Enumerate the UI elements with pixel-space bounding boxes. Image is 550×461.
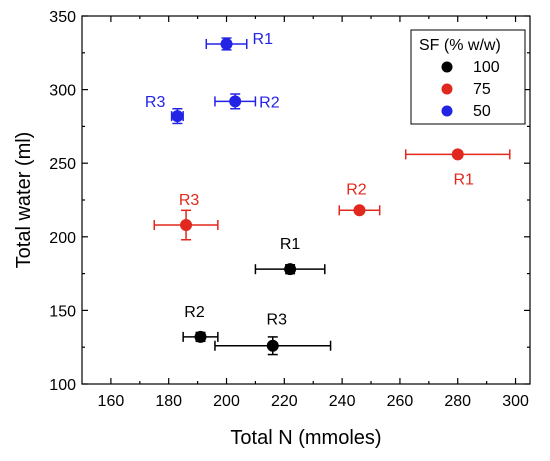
y-axis-title: Total water (ml) — [13, 132, 35, 269]
point-label: R1 — [280, 236, 301, 253]
legend-layer: SF (% w/w) 100 75 50 — [410, 29, 526, 125]
legend-box — [410, 29, 526, 125]
point-label: R3 — [267, 312, 288, 329]
data-point — [180, 219, 193, 232]
x-tick-label: 180 — [155, 393, 182, 410]
legend-label: 100 — [473, 59, 500, 76]
series-50: R1 R2 R3 — [145, 31, 280, 125]
x-tick-label: 280 — [444, 393, 471, 410]
series-75: R1 R2 R3 — [153, 148, 511, 241]
legend-title: SF (% w/w) — [419, 37, 501, 54]
point-label: R1 — [253, 31, 274, 48]
x-tick-label: 200 — [213, 393, 240, 410]
y-tick-label: 300 — [49, 83, 76, 100]
x-axis-title: Total N (mmoles) — [230, 427, 381, 449]
legend-label: 75 — [473, 81, 491, 98]
data-point — [284, 263, 297, 276]
data-point — [171, 110, 184, 123]
legend-marker — [441, 61, 453, 73]
point-label: R3 — [179, 192, 200, 209]
y-tick-label: 350 — [49, 9, 76, 26]
x-tick-label: 260 — [387, 393, 414, 410]
data-point — [451, 148, 464, 161]
legend-label: 50 — [473, 103, 491, 120]
series-100: R1 R2 R3 — [182, 236, 332, 356]
x-tick-label: 300 — [502, 393, 529, 410]
point-label: R2 — [346, 181, 367, 198]
data-point — [194, 330, 207, 343]
y-tick-label: 100 — [49, 377, 76, 394]
data-point — [220, 37, 233, 50]
legend-marker — [441, 83, 453, 95]
legend-marker — [441, 105, 453, 117]
point-label: R1 — [454, 171, 475, 188]
x-tick-label: 160 — [98, 393, 125, 410]
y-tick-label: 250 — [49, 156, 76, 173]
data-point — [353, 204, 366, 217]
data-point — [266, 339, 279, 352]
x-tick-label: 240 — [329, 393, 356, 410]
data-point — [229, 95, 242, 108]
axes-layer: 160 180 200 220 240 260 280 300 100 150 200 250 300 3… — [13, 9, 531, 449]
y-tick-label: 150 — [49, 303, 76, 320]
points-layer: R1 R2 R3 R1 R2 R3 R1 R2 R3 — [145, 31, 511, 356]
y-tick-label: 200 — [49, 230, 76, 247]
point-label: R3 — [145, 94, 166, 111]
x-tick-label: 220 — [271, 393, 298, 410]
point-label: R2 — [184, 304, 205, 321]
point-label: R2 — [259, 94, 280, 111]
